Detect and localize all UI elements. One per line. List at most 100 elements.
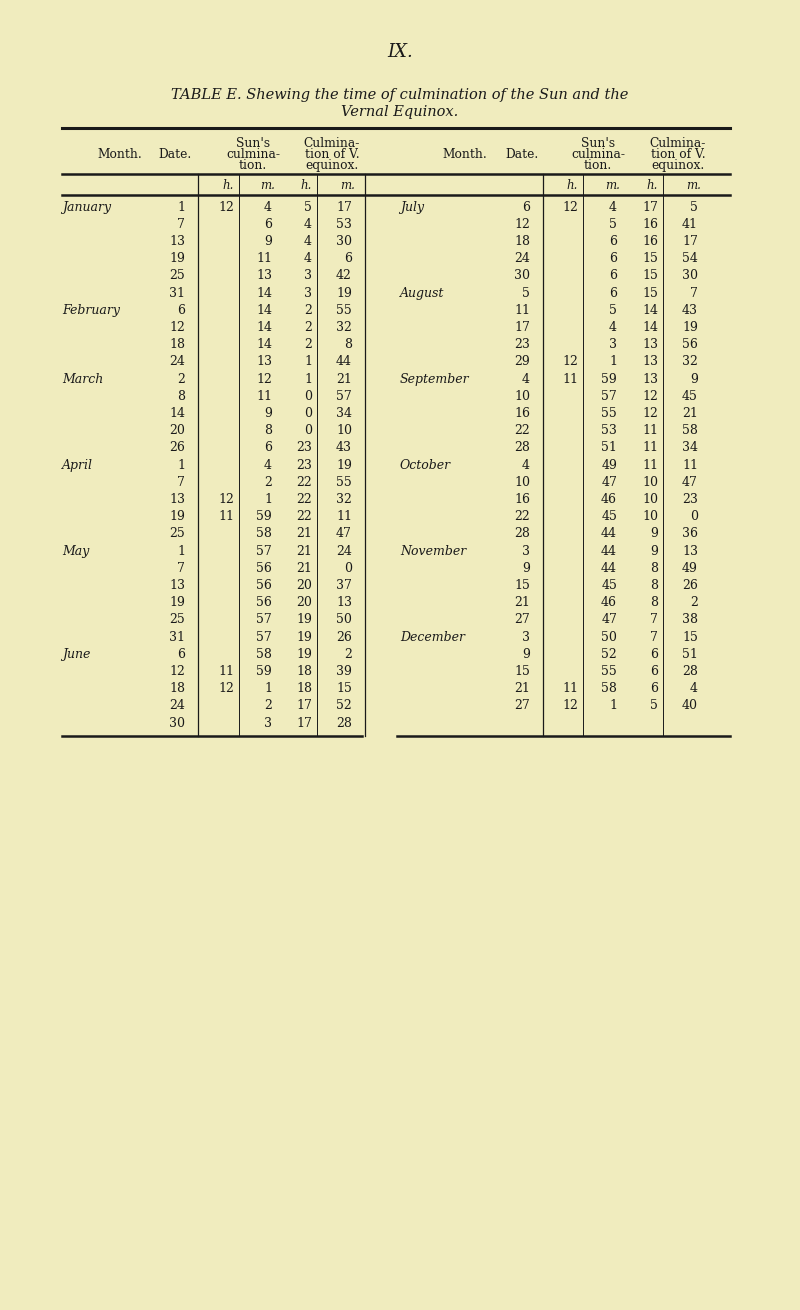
Text: 11: 11 [562, 372, 578, 385]
Text: 23: 23 [682, 493, 698, 506]
Text: tion.: tion. [584, 159, 612, 172]
Text: m.: m. [686, 179, 702, 193]
Text: 13: 13 [169, 579, 185, 592]
Text: Culmina-: Culmina- [650, 138, 706, 151]
Text: 5: 5 [650, 700, 658, 713]
Text: 19: 19 [169, 253, 185, 265]
Text: 6: 6 [344, 253, 352, 265]
Text: 53: 53 [336, 217, 352, 231]
Text: 59: 59 [256, 510, 272, 523]
Text: 10: 10 [514, 476, 530, 489]
Text: August: August [400, 287, 444, 300]
Text: Date.: Date. [158, 148, 192, 161]
Text: 14: 14 [256, 287, 272, 300]
Text: 28: 28 [514, 441, 530, 455]
Text: 21: 21 [336, 372, 352, 385]
Text: 15: 15 [336, 683, 352, 696]
Text: 54: 54 [682, 253, 698, 265]
Text: 19: 19 [296, 648, 312, 660]
Text: 5: 5 [609, 217, 617, 231]
Text: 30: 30 [336, 234, 352, 248]
Text: 6: 6 [264, 217, 272, 231]
Text: 6: 6 [609, 234, 617, 248]
Text: 4: 4 [304, 217, 312, 231]
Text: 19: 19 [336, 287, 352, 300]
Text: tion of V.: tion of V. [650, 148, 706, 161]
Text: 15: 15 [514, 579, 530, 592]
Text: 51: 51 [601, 441, 617, 455]
Text: 58: 58 [256, 648, 272, 660]
Text: 1: 1 [609, 355, 617, 368]
Text: 3: 3 [609, 338, 617, 351]
Text: 32: 32 [682, 355, 698, 368]
Text: 55: 55 [336, 476, 352, 489]
Text: 1: 1 [304, 355, 312, 368]
Text: 36: 36 [682, 528, 698, 541]
Text: 22: 22 [514, 424, 530, 438]
Text: 57: 57 [256, 545, 272, 558]
Text: 9: 9 [264, 407, 272, 421]
Text: 4: 4 [690, 683, 698, 696]
Text: Culmina-: Culmina- [304, 138, 360, 151]
Text: 25: 25 [170, 613, 185, 626]
Text: Date.: Date. [506, 148, 538, 161]
Text: 10: 10 [642, 476, 658, 489]
Text: 3: 3 [522, 630, 530, 643]
Text: 25: 25 [170, 270, 185, 283]
Text: 56: 56 [682, 338, 698, 351]
Text: 44: 44 [601, 545, 617, 558]
Text: 18: 18 [296, 683, 312, 696]
Text: 4: 4 [264, 458, 272, 472]
Text: 7: 7 [177, 217, 185, 231]
Text: 18: 18 [169, 683, 185, 696]
Text: 56: 56 [256, 562, 272, 575]
Text: 24: 24 [514, 253, 530, 265]
Text: 19: 19 [169, 510, 185, 523]
Text: 6: 6 [264, 441, 272, 455]
Text: 5: 5 [522, 287, 530, 300]
Text: 6: 6 [522, 200, 530, 214]
Text: 12: 12 [218, 493, 234, 506]
Text: 34: 34 [682, 441, 698, 455]
Text: 21: 21 [296, 528, 312, 541]
Text: 10: 10 [336, 424, 352, 438]
Text: 2: 2 [690, 596, 698, 609]
Text: 15: 15 [642, 253, 658, 265]
Text: 14: 14 [169, 407, 185, 421]
Text: Vernal Equinox.: Vernal Equinox. [342, 105, 458, 119]
Text: 9: 9 [650, 545, 658, 558]
Text: 45: 45 [682, 390, 698, 402]
Text: 57: 57 [336, 390, 352, 402]
Text: h.: h. [566, 179, 578, 193]
Text: 6: 6 [609, 270, 617, 283]
Text: 2: 2 [344, 648, 352, 660]
Text: 47: 47 [601, 476, 617, 489]
Text: 17: 17 [296, 717, 312, 730]
Text: 12: 12 [256, 372, 272, 385]
Text: 7: 7 [650, 630, 658, 643]
Text: 1: 1 [177, 200, 185, 214]
Text: equinox.: equinox. [651, 159, 705, 172]
Text: 6: 6 [650, 665, 658, 679]
Text: 13: 13 [336, 596, 352, 609]
Text: 50: 50 [336, 613, 352, 626]
Text: 27: 27 [514, 613, 530, 626]
Text: 11: 11 [336, 510, 352, 523]
Text: 17: 17 [642, 200, 658, 214]
Text: 4: 4 [609, 321, 617, 334]
Text: 6: 6 [177, 304, 185, 317]
Text: 0: 0 [344, 562, 352, 575]
Text: 11: 11 [218, 510, 234, 523]
Text: 9: 9 [690, 372, 698, 385]
Text: 43: 43 [682, 304, 698, 317]
Text: 8: 8 [264, 424, 272, 438]
Text: 11: 11 [642, 424, 658, 438]
Text: 13: 13 [256, 355, 272, 368]
Text: December: December [400, 630, 465, 643]
Text: 19: 19 [296, 613, 312, 626]
Text: 21: 21 [682, 407, 698, 421]
Text: 13: 13 [256, 270, 272, 283]
Text: 1: 1 [264, 683, 272, 696]
Text: 5: 5 [609, 304, 617, 317]
Text: 8: 8 [177, 390, 185, 402]
